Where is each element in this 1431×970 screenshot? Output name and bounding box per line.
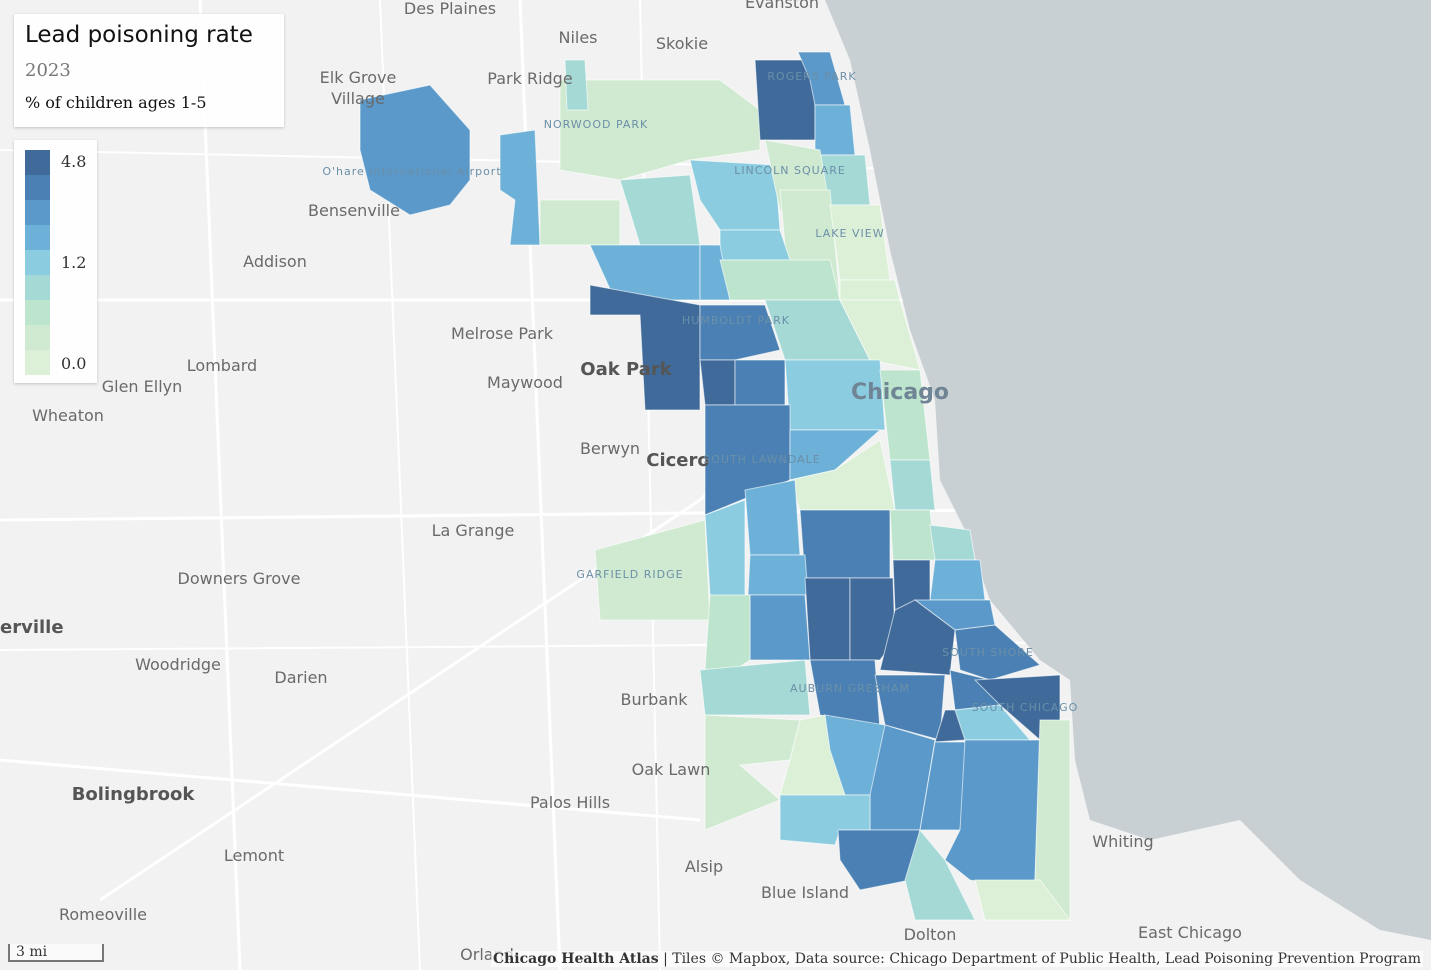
place-label: Berwyn [580, 439, 640, 458]
place-label: Maywood [487, 373, 563, 392]
credits: | Tiles © Mapbox, Data source: Chicago D… [658, 951, 1421, 967]
place-label: LINCOLN SQUARE [734, 164, 846, 177]
scale-bar: 3 mi [8, 944, 104, 962]
place-label: Glen Ellyn [102, 377, 183, 396]
legend-swatch [25, 250, 50, 275]
place-label: Palos Hills [530, 793, 610, 812]
place-label: ROGERS PARK [767, 70, 856, 83]
lake-michigan [825, 0, 1431, 940]
place-label: HUMBOLDT PARK [682, 314, 790, 327]
place-label: Oak Lawn [632, 760, 711, 779]
legend-swatch [25, 150, 50, 175]
place-label: Dolton [904, 925, 957, 944]
place-label: Bolingbrook [72, 784, 196, 805]
legend-swatch [25, 225, 50, 250]
place-label: SOUTH LAWNDALE [703, 453, 820, 466]
legend-tick-label: 0.0 [61, 354, 86, 373]
subtitle: % of children ages 1-5 [25, 93, 207, 112]
place-label: La Grange [432, 521, 515, 540]
legend-tick-label: 4.8 [61, 152, 86, 171]
legend-swatch [25, 175, 50, 200]
place-label: Bensenville [308, 201, 400, 220]
place-label: East Chicago [1138, 923, 1242, 942]
scale-label: 3 mi [16, 944, 48, 960]
place-label: Wheaton [32, 406, 104, 425]
place-label: Woodridge [135, 655, 221, 674]
legend-swatch [25, 300, 50, 325]
place-label: AUBURN GRESHAM [790, 682, 910, 695]
legend-tick-label: 1.2 [61, 253, 86, 272]
place-label: Blue Island [761, 883, 849, 902]
place-label: Park Ridge [487, 69, 572, 88]
place-label: Cicero [646, 450, 710, 471]
legend-swatch [25, 350, 50, 375]
title-panel: Lead poisoning rate 2023 % of children a… [14, 14, 284, 127]
place-label: Romeoville [59, 905, 147, 924]
place-label: Chicago [851, 380, 949, 405]
place-label: Niles [558, 28, 597, 47]
place-label: Evanston [745, 0, 819, 12]
place-label: LAKE VIEW [815, 227, 884, 240]
legend-swatch [25, 325, 50, 350]
place-label: Downers Grove [178, 569, 301, 588]
title: Lead poisoning rate [25, 22, 253, 48]
year: 2023 [25, 60, 71, 81]
place-label: Lombard [187, 356, 257, 375]
legend: 4.8 1.2 0.0 [14, 140, 97, 383]
place-label: Lemont [224, 846, 284, 865]
place-label: SOUTH CHICAGO [972, 701, 1079, 714]
attribution: Chicago Health Atlas | Tiles © Mapbox, D… [490, 951, 1423, 967]
place-label: Darien [274, 668, 327, 687]
place-label: Addison [243, 252, 307, 271]
place-label: Elk Grove [320, 68, 397, 87]
place-label: Alsip [685, 857, 723, 876]
legend-scale: 4.8 1.2 0.0 [25, 150, 86, 375]
place-label: Oak Park [580, 359, 672, 380]
place-label: Skokie [656, 34, 708, 53]
place-label: erville [0, 617, 64, 638]
place-label: Melrose Park [451, 324, 554, 343]
place-label: Whiting [1092, 832, 1153, 851]
community-areas [359, 51, 1071, 921]
place-label: Village [331, 89, 385, 108]
legend-swatch [25, 200, 50, 225]
place-label: SOUTH SHORE [942, 646, 1034, 659]
place-label: GARFIELD RIDGE [576, 568, 683, 581]
place-label: Burbank [620, 690, 688, 709]
place-label: Des Plaines [404, 0, 496, 18]
source: Chicago Health Atlas [492, 951, 659, 967]
legend-swatch [25, 275, 50, 300]
place-label: O'hare International Airport [322, 165, 501, 178]
place-label: NORWOOD PARK [544, 118, 649, 131]
